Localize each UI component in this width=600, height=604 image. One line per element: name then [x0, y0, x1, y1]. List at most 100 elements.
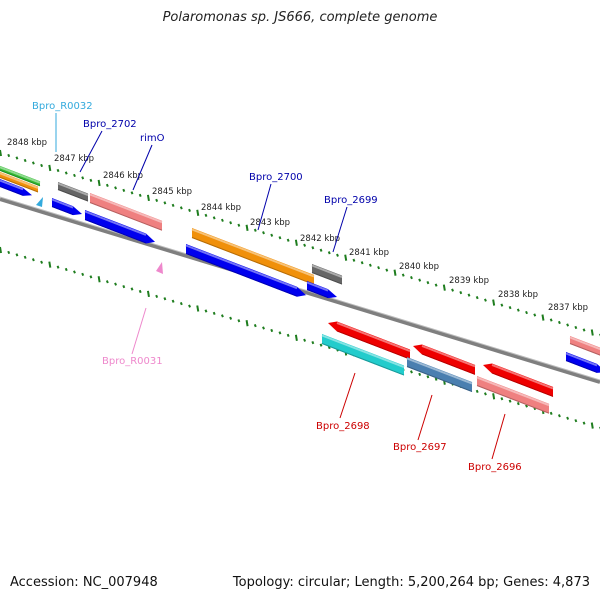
gene-rimo-shade [89, 202, 163, 231]
scale-tick [270, 328, 274, 333]
gene-rimo [89, 193, 163, 231]
scale-tick [484, 392, 487, 396]
gene-bpro-2702-shade [57, 189, 89, 202]
scale-tick [130, 287, 134, 291]
gene-bpro-2696 [483, 363, 554, 397]
gene-bpro-2696-body [483, 363, 553, 397]
scale-tick [401, 273, 405, 277]
scale-label: 2845 kbp [152, 187, 192, 197]
scale-tick [492, 393, 496, 400]
scale-tick [352, 258, 356, 262]
scale-tick [81, 176, 85, 180]
scale-tick [549, 318, 553, 322]
gene-pink-right-shine [569, 336, 600, 351]
gene-blue-right-shade [565, 360, 598, 373]
scale-tick [179, 302, 183, 306]
scale-tick [15, 253, 19, 257]
scale-tick [516, 401, 520, 406]
scale-tick [286, 333, 290, 337]
scale-tick [163, 201, 167, 205]
scale-tick [0, 246, 2, 254]
scale-tick [114, 282, 117, 286]
scale-tick [146, 194, 150, 202]
scale-label: 2848 kbp [7, 138, 47, 148]
rna-marker-icon [36, 197, 43, 207]
feature-leader-line [132, 144, 153, 191]
scale-tick [467, 293, 471, 297]
scale-tick [212, 311, 216, 316]
scale-tick [574, 325, 578, 330]
scale-tick [89, 275, 93, 279]
scale-tick [237, 319, 241, 323]
scale-tick [262, 231, 265, 235]
scale-tick [500, 303, 504, 307]
scale-tick [590, 329, 594, 336]
scale-tick [204, 213, 208, 217]
scale-tick [319, 248, 323, 252]
feature-leader-line [491, 413, 506, 460]
gene-bpro-2696-shade [491, 372, 554, 397]
feature-label: Bpro_R0032 [32, 101, 93, 112]
scale-tick [253, 323, 257, 328]
gene-bpro-2699 [311, 264, 343, 285]
scale-tick [344, 254, 348, 261]
gene-blue-2699b-shine [306, 281, 329, 292]
gene-bpro-2700-shine [191, 228, 315, 278]
feature-label: Bpro_2698 [316, 421, 370, 432]
scale-label: 2843 kbp [250, 218, 290, 228]
gene-pink-2696b-shade [476, 385, 550, 414]
scale-tick [171, 299, 175, 303]
gene-blue-2702b [51, 198, 82, 216]
scale-tick [303, 338, 307, 342]
gene-bpro-2697-body [413, 344, 475, 375]
scale-tick [23, 158, 27, 163]
scale-tick [114, 186, 117, 190]
scale-tick [188, 304, 191, 308]
genome-backbone-highlight [0, 196, 600, 381]
gene-bpro-2699-shine [311, 264, 343, 278]
gene-cyan-2698b-shine [321, 334, 405, 368]
feature-label: Bpro_2702 [83, 119, 137, 130]
scale-tick [40, 163, 44, 168]
gene-green-stub-shine [0, 166, 41, 184]
scale-tick [204, 309, 208, 313]
scale-tick [138, 289, 142, 294]
feature-leader-line [339, 372, 356, 419]
scale-tick [122, 284, 126, 289]
gene-pink-2696b-shine [476, 376, 550, 407]
scale-tick [492, 299, 496, 306]
scale-tick [442, 284, 446, 291]
scale-label: 2840 kbp [399, 262, 439, 272]
scale-tick [56, 168, 60, 173]
scale-tick [500, 397, 504, 401]
feature-leader-line [79, 130, 103, 173]
scale-tick [97, 276, 101, 283]
scale-tick [533, 313, 537, 317]
scale-tick [31, 258, 35, 262]
scale-tick [229, 221, 233, 225]
scale-tick [360, 261, 364, 265]
gene-bpro-2697 [413, 344, 476, 375]
scale-tick [7, 250, 11, 255]
scale-tick [31, 161, 35, 165]
scale-tick [327, 251, 331, 255]
gene-blue-2702b-shine [51, 198, 74, 209]
scale-tick [220, 314, 224, 318]
scale-tick [286, 238, 290, 242]
gene-bpro-2700-shade [191, 237, 315, 285]
scale-tick [15, 156, 19, 160]
scale-tick [557, 320, 561, 325]
scale-label: 2838 kbp [498, 290, 538, 300]
scale-tick [171, 203, 175, 207]
feature-label: rimO [140, 133, 165, 144]
scale-tick [278, 331, 282, 335]
gene-blue-2700b-shine [185, 244, 298, 290]
gene-bpro-2699-shade [311, 272, 343, 285]
scale-tick [410, 370, 413, 374]
gene-steelblue-2697b [406, 357, 473, 392]
scale-tick [508, 399, 512, 403]
gene-blue-right-shine [565, 352, 598, 367]
feature-leader-line [417, 394, 433, 441]
accession-text: Accession: NC_007948 [10, 575, 158, 590]
